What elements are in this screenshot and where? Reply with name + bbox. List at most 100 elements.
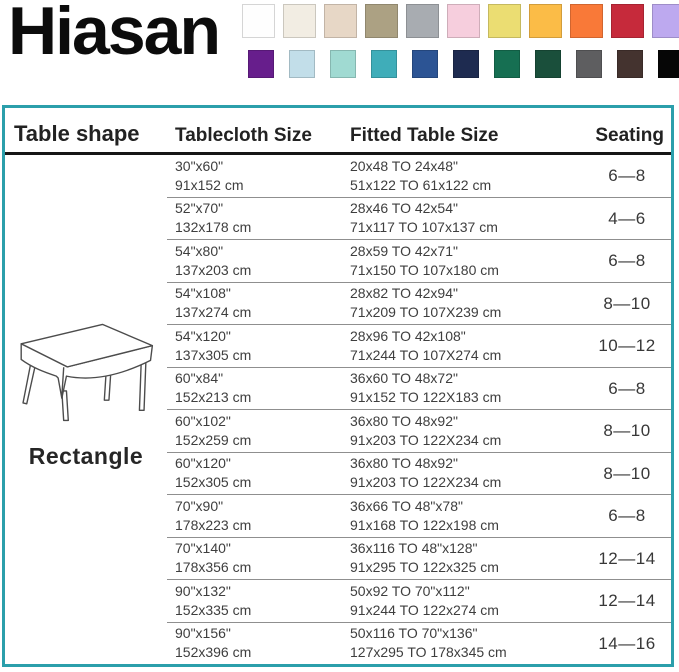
tablecloth-size-cell: 90"x132" 152x335 cm <box>167 582 343 620</box>
fitted-table-size-cell: 50x116 TO 70"x136" 127x295 TO 178x345 cm <box>343 624 583 662</box>
tablecloth-size-cm: 152x396 cm <box>175 644 252 661</box>
tablecloth-size-cm: 152x305 cm <box>175 474 252 491</box>
color-swatch-teal <box>371 50 397 78</box>
tablecloth-size-cell: 70"x90" 178x223 cm <box>167 497 343 535</box>
color-swatch-red <box>611 4 644 38</box>
color-swatch-grey <box>406 4 439 38</box>
tablecloth-size-cell: 60"x102" 152x259 cm <box>167 412 343 450</box>
seating-cell: 8—10 <box>603 293 651 313</box>
tablecloth-size-cm: 137x203 cm <box>175 261 252 278</box>
seating-cell: 8—10 <box>603 421 651 441</box>
tablecloth-size-cell: 30"x60" 91x152 cm <box>167 157 343 195</box>
color-swatch-row-1 <box>242 4 679 38</box>
fitted-table-size-cell: 36x80 TO 48x92" 91x203 TO 122X234 cm <box>343 412 583 450</box>
table-row: 70"x90" 178x223 cm 36x66 TO 48"x78" 91x168 … <box>167 494 671 537</box>
fitted-size-cm: 91x203 TO 122X234 cm <box>350 474 502 491</box>
fitted-table-size-cell: 36x60 TO 48x72" 91x152 TO 122X183 cm <box>343 369 583 407</box>
color-swatch-yellow <box>488 4 521 38</box>
fitted-size-inches: 28x82 TO 42x94" <box>350 285 458 302</box>
color-swatch-pink <box>447 4 480 38</box>
fitted-size-inches: 20x48 TO 24x48" <box>350 157 458 174</box>
table-row: 70"x140" 178x356 cm 36x116 TO 48"x128" 91x2… <box>167 536 671 580</box>
tablecloth-size-cell: 70"x140" 178x356 cm <box>167 539 343 577</box>
color-swatch-light-blue <box>289 50 315 78</box>
tablecloth-size-cm: 178x223 cm <box>175 516 252 533</box>
fitted-table-size-cell: 28x46 TO 42x54" 71x117 TO 107x137 cm <box>343 199 583 237</box>
tablecloth-size-inches: 54"x120" <box>175 327 231 344</box>
table-body: Rectangle 30"x60" 91x152 cm 20x48 TO 24x48… <box>5 155 671 664</box>
tablecloth-size-cm: 137x305 cm <box>175 346 252 363</box>
tablecloth-size-cell: 54"x80" 137x203 cm <box>167 242 343 280</box>
table-row: 60"x120" 152x305 cm 36x80 TO 48x92" 91x203 … <box>167 451 671 495</box>
color-swatch-row-2 <box>248 50 679 78</box>
tablecloth-size-inches: 60"x84" <box>175 370 224 387</box>
color-swatch-ivory <box>283 4 316 38</box>
fitted-table-size-cell: 28x59 TO 42x71" 71x150 TO 107x180 cm <box>343 242 583 280</box>
color-swatch-dark-green <box>535 50 561 78</box>
table-row: 90"x156" 152x396 cm 50x116 TO 70"x136" 127x… <box>167 621 671 665</box>
tablecloth-size-cell: 54"x120" 137x305 cm <box>167 327 343 365</box>
color-swatch-khaki <box>365 4 398 38</box>
size-chart-table: Table shape Tablecloth Size Fitted Table… <box>2 105 674 667</box>
color-swatch-beige <box>324 4 357 38</box>
fitted-size-inches: 50x116 TO 70"x136" <box>350 625 478 642</box>
tablecloth-size-inches: 54"x108" <box>175 285 231 302</box>
color-swatch-green <box>494 50 520 78</box>
fitted-size-inches: 50x92 TO 70"x112" <box>350 582 470 599</box>
table-row: 54"x80" 137x203 cm 28x59 TO 42x71" 71x150 T… <box>167 239 671 282</box>
fitted-size-cm: 51x122 TO 61x122 cm <box>350 176 492 193</box>
rectangle-table-icon <box>20 323 154 422</box>
color-swatch-grid <box>242 4 679 78</box>
tablecloth-size-cell: 90"x156" 152x396 cm <box>167 624 343 662</box>
tablecloth-size-cell: 54"x108" 137x274 cm <box>167 284 343 322</box>
fitted-size-inches: 36x116 TO 48"x128" <box>350 540 478 557</box>
color-swatch-gold <box>529 4 562 38</box>
seating-cell: 14—16 <box>598 633 656 653</box>
fitted-size-cm: 91x203 TO 122X234 cm <box>350 431 502 448</box>
fitted-size-cm: 91x244 TO 122x274 cm <box>350 601 499 618</box>
tablecloth-size-inches: 60"x102" <box>175 412 231 429</box>
seating-cell: 4—6 <box>608 208 646 228</box>
color-swatch-black <box>658 50 679 78</box>
fitted-size-inches: 36x80 TO 48x92" <box>350 455 458 472</box>
tablecloth-size-inches: 70"x90" <box>175 497 224 514</box>
tablecloth-size-inches: 70"x140" <box>175 540 231 557</box>
color-swatch-dark-grey <box>576 50 602 78</box>
seating-cell: 6—8 <box>608 166 646 186</box>
color-swatch-navy <box>453 50 479 78</box>
tablecloth-size-inches: 60"x120" <box>175 455 231 472</box>
tablecloth-size-inches: 30"x60" <box>175 157 224 174</box>
table-row: 54"x120" 137x305 cm 28x96 TO 42x108" 71x244… <box>167 324 671 367</box>
tablecloth-size-cm: 178x356 cm <box>175 559 252 576</box>
fitted-table-size-cell: 36x66 TO 48"x78" 91x168 TO 122x198 cm <box>343 497 583 535</box>
fitted-size-cm: 127x295 TO 178x345 cm <box>350 644 507 661</box>
color-swatch-blue <box>412 50 438 78</box>
table-header-row: Table shape Tablecloth Size Fitted Table… <box>5 108 671 155</box>
fitted-size-inches: 28x46 TO 42x54" <box>350 200 458 217</box>
tablecloth-size-cell: 52"x70" 132x178 cm <box>167 199 343 237</box>
tablecloth-size-cell: 60"x84" 152x213 cm <box>167 369 343 407</box>
table-shape-cell: Rectangle <box>5 155 167 664</box>
col-header-fitted-size: Fitted Table Size <box>350 125 499 146</box>
col-header-table-shape: Table shape <box>14 121 140 146</box>
tablecloth-size-cm: 91x152 cm <box>175 176 244 193</box>
tablecloth-size-cm: 132x178 cm <box>175 219 252 236</box>
fitted-size-cm: 71x244 TO 107X274 cm <box>350 346 502 363</box>
table-row: 90"x132" 152x335 cm 50x92 TO 70"x112" 91x24… <box>167 579 671 622</box>
seating-cell: 12—14 <box>598 548 656 568</box>
seating-cell: 6—8 <box>608 251 646 271</box>
tablecloth-size-cm: 152x335 cm <box>175 601 252 618</box>
fitted-size-inches: 28x96 TO 42x108" <box>350 327 466 344</box>
table-row: 60"x102" 152x259 cm 36x80 TO 48x92" 91x203 … <box>167 409 671 452</box>
tablecloth-size-cm: 152x213 cm <box>175 389 252 406</box>
tablecloth-size-cell: 60"x120" 152x305 cm <box>167 454 343 492</box>
tablecloth-size-inches: 52"x70" <box>175 200 224 217</box>
color-swatch-purple <box>248 50 274 78</box>
table-row: 60"x84" 152x213 cm 36x60 TO 48x72" 91x152 T… <box>167 366 671 410</box>
tablecloth-size-inches: 54"x80" <box>175 242 224 259</box>
fitted-size-cm: 91x295 TO 122x325 cm <box>350 559 499 576</box>
seating-cell: 6—8 <box>608 506 646 526</box>
seating-cell: 6—8 <box>608 378 646 398</box>
fitted-table-size-cell: 20x48 TO 24x48" 51x122 TO 61x122 cm <box>343 157 583 195</box>
shape-label: Rectangle <box>28 443 144 469</box>
